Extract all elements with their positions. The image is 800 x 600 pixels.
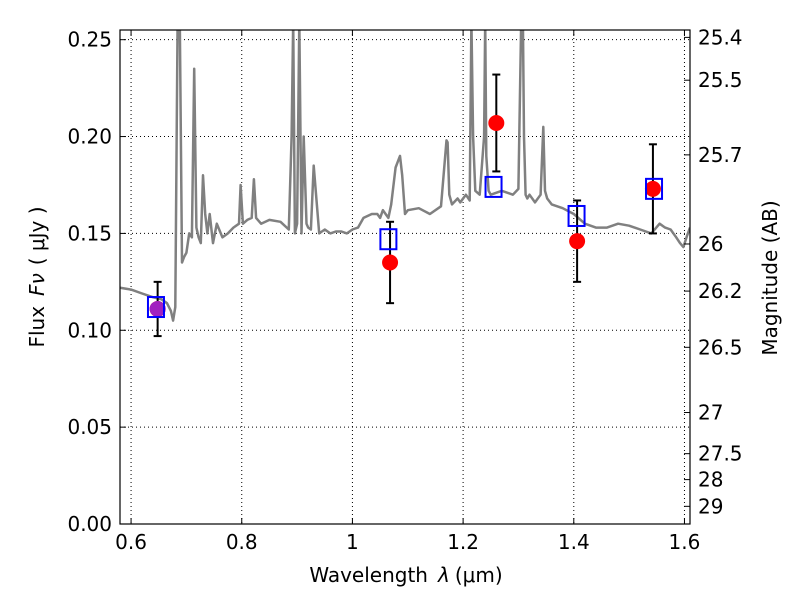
y-tick-label: 0.20 (67, 125, 112, 149)
y-tick-label: 0.05 (67, 415, 112, 439)
model-square (146, 296, 165, 319)
magnitude-tick-label: 29 (698, 494, 723, 518)
model-square (484, 175, 503, 198)
x-tick-label: 1.2 (447, 530, 479, 554)
magnitude-axis-title: Magnitude (AB) (758, 200, 782, 355)
x-tick-label: 1.6 (669, 530, 701, 554)
model-square (379, 228, 398, 251)
x-tick-label: 1.4 (558, 530, 590, 554)
tick-layer (120, 30, 690, 525)
model-square (567, 204, 586, 227)
point-layer (149, 114, 661, 317)
y-axis-title: FluxFν( μJy ) (25, 206, 49, 347)
model-square (645, 177, 664, 200)
magnitude-tick-label: 26 (698, 232, 723, 256)
y-tick-label: 0.00 (67, 512, 112, 536)
magnitude-tick-label: 26.5 (698, 335, 743, 359)
y-tick-labels: 0.00 0.05 0.10 0.15 0.20 0.25 (67, 28, 112, 536)
x-tick-label: 1 (346, 530, 359, 554)
magnitude-tick-label: 25.4 (698, 25, 743, 49)
y-tick-label: 0.10 (67, 318, 112, 342)
plot-frame (119, 29, 691, 525)
y-tick-label: 0.15 (67, 221, 112, 245)
observed-point (569, 233, 586, 250)
x-tick-labels: 0.6 0.8 1 1.2 1.4 1.6 (115, 530, 700, 554)
magnitude-tick-label: 27.5 (698, 442, 743, 466)
magnitude-tick-label: 25.5 (698, 68, 743, 92)
observed-point (382, 254, 399, 271)
x-tick-label: 0.8 (226, 530, 258, 554)
observed-point (644, 180, 661, 197)
y-tick-label: 0.25 (67, 28, 112, 52)
spectrum-layer (120, 30, 690, 322)
magnitude-tick-label: 27 (698, 401, 723, 425)
highlighted-point (149, 300, 166, 317)
magnitude-tick-label: 26.2 (698, 279, 743, 303)
spectrum-line (120, 30, 690, 322)
magnitude-tick-label: 25.7 (698, 143, 743, 167)
x-tick-label: 0.6 (115, 530, 147, 554)
grid-lines (120, 30, 690, 524)
magnitude-tick-label: 28 (698, 468, 723, 492)
square-layer (146, 175, 664, 319)
x-axis-title: Wavelength λ (μm) (309, 563, 502, 587)
observed-point (488, 114, 505, 131)
